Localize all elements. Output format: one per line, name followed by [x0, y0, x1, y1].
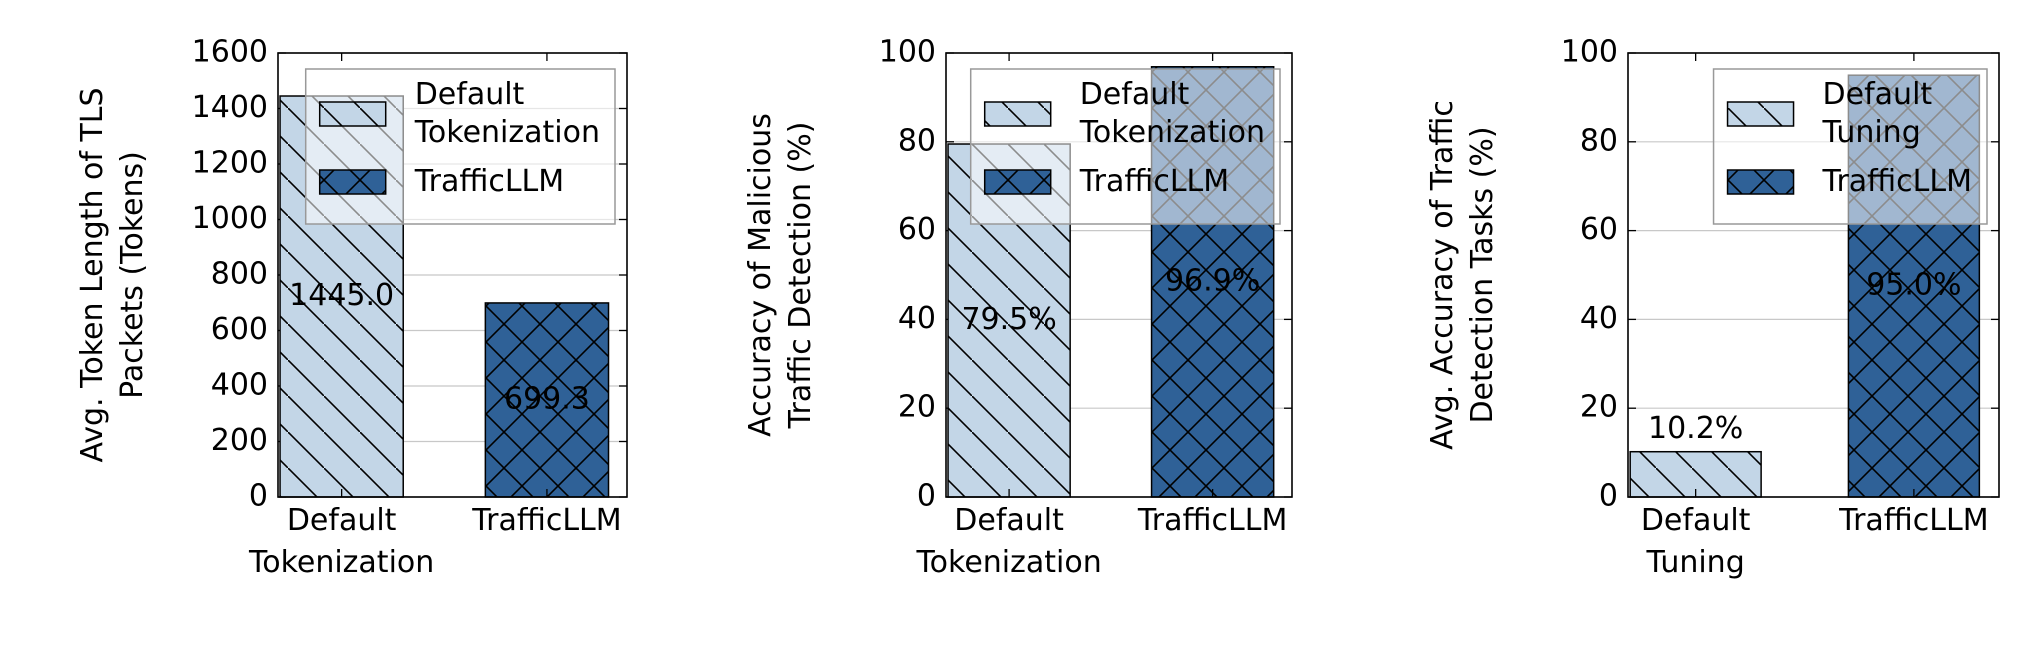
- legend-box: [304, 68, 616, 225]
- legend-swatch: [983, 169, 1052, 195]
- legend: Default Tokenization TrafficLLM: [969, 68, 1281, 225]
- y-tick-label: 60: [1580, 212, 1618, 247]
- legend: Default Tuning TrafficLLM: [1712, 68, 1988, 225]
- legend-label: TrafficLLM: [414, 164, 564, 199]
- y-tick-label: 1200: [192, 146, 268, 181]
- axes-frame: [945, 52, 1293, 498]
- bar: [484, 302, 610, 498]
- y-tick-label: 800: [211, 257, 268, 292]
- y-tick-label: 600: [211, 312, 268, 347]
- y-axis-label: Avg. Token Length of TLS Packets (Tokens): [75, 87, 150, 462]
- legend-box: [969, 68, 1281, 225]
- axes-frame: [277, 52, 628, 498]
- y-tick-label: 1400: [192, 90, 268, 125]
- y-tick-label: 0: [1599, 479, 1618, 514]
- legend-swatch: [318, 169, 387, 195]
- legend-swatch: [1726, 169, 1795, 195]
- x-tick-label: TrafficLLM: [471, 503, 621, 538]
- panel: 0 20 40 60 80 100 10.2% 95.0% Default Tuning Traff…: [1425, 35, 2000, 580]
- y-axis-label: Accuracy of Malicious Traffic Detection (…: [743, 113, 818, 437]
- y-tick-label: 200: [211, 423, 268, 458]
- legend-label: Default Tokenization: [414, 77, 600, 150]
- y-tick-label: 0: [917, 479, 936, 514]
- legend-swatch: [318, 101, 387, 127]
- x-tick-label: TrafficLLM: [1838, 503, 1988, 538]
- value-label: 1445.0: [289, 278, 394, 313]
- y-tick-label: 20: [898, 390, 936, 425]
- value-label: 79.5%: [961, 302, 1056, 337]
- legend-box: [1712, 68, 1988, 225]
- legend-swatch: [1726, 101, 1795, 127]
- y-tick-label: 40: [898, 301, 936, 336]
- value-label: 95.0%: [1866, 268, 1961, 303]
- y-tick-label: 0: [249, 479, 268, 514]
- value-label: 10.2%: [1648, 411, 1743, 446]
- value-label: 96.9%: [1165, 263, 1260, 298]
- y-tick-label: 1600: [192, 35, 268, 70]
- y-tick-label: 80: [1580, 123, 1618, 158]
- y-tick-label: 1000: [192, 201, 268, 236]
- y-tick-label: 40: [1580, 301, 1618, 336]
- axes-frame: [1627, 52, 2000, 498]
- y-tick-label: 100: [879, 35, 936, 70]
- x-tick-label: TrafficLLM: [1137, 503, 1287, 538]
- legend-label: TrafficLLM: [1822, 164, 1972, 199]
- y-tick-label: 100: [1561, 35, 1618, 70]
- x-tick-label: Default Tuning: [1641, 503, 1751, 580]
- y-tick-label: 400: [211, 368, 268, 403]
- legend: Default Tokenization TrafficLLM: [304, 68, 616, 225]
- y-tick-label: 20: [1580, 390, 1618, 425]
- legend-label: Default Tuning: [1822, 77, 1933, 150]
- x-tick-label: Default Tokenization: [915, 503, 1101, 580]
- y-tick-label: 60: [898, 212, 936, 247]
- value-label: 699.3: [504, 381, 590, 416]
- panel: 0 200 400 600 800 1000 1200 1400 1600 1445.0 699.3…: [75, 35, 628, 580]
- panel: 0 20 40 60 80 100 79.5% 96.9% Default Tokenizatio…: [743, 35, 1293, 580]
- y-tick-label: 80: [898, 123, 936, 158]
- x-tick-label: Default Tokenization: [248, 503, 434, 580]
- legend-label: TrafficLLM: [1079, 164, 1229, 199]
- y-axis-label: Avg. Accuracy of Traffic Detection Tasks …: [1425, 100, 1500, 450]
- legend-swatch: [983, 101, 1052, 127]
- legend-label: Default Tokenization: [1079, 77, 1265, 150]
